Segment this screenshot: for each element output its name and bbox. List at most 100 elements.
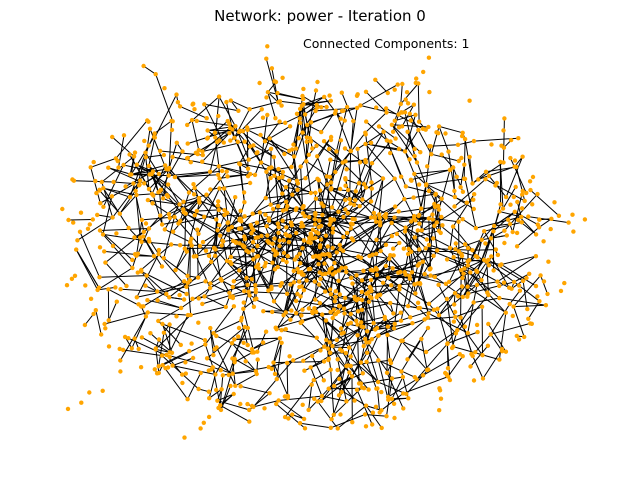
graph-edge <box>407 327 429 360</box>
graph-node <box>247 419 252 424</box>
graph-node <box>251 304 257 309</box>
graph-node <box>139 239 144 244</box>
graph-edge <box>366 293 368 332</box>
graph-edge <box>385 107 424 130</box>
graph-node <box>297 251 302 257</box>
graph-node <box>130 265 135 271</box>
graph-node <box>331 307 337 312</box>
graph-node <box>287 354 292 359</box>
graph-node <box>167 215 172 220</box>
graph-node <box>329 205 335 210</box>
graph-edge <box>172 357 194 367</box>
graph-edge <box>232 277 247 288</box>
graph-node <box>116 165 121 170</box>
graph-node <box>285 203 290 209</box>
graph-node <box>374 237 379 242</box>
graph-node <box>313 190 318 195</box>
graph-node <box>556 213 562 218</box>
graph-node <box>186 190 192 195</box>
graph-node <box>341 108 346 113</box>
graph-node <box>489 254 494 259</box>
graph-node <box>486 292 491 298</box>
graph-node <box>259 107 264 112</box>
graph-node <box>451 255 456 260</box>
graph-node <box>100 232 106 237</box>
graph-node <box>530 202 535 207</box>
graph-node <box>274 401 279 407</box>
graph-node <box>242 237 248 242</box>
graph-node <box>161 255 166 261</box>
graph-edge <box>252 189 298 215</box>
graph-node <box>515 217 521 223</box>
graph-node <box>283 231 288 237</box>
graph-edge <box>321 159 331 204</box>
graph-edge <box>75 249 100 288</box>
graph-node <box>417 221 422 226</box>
graph-node <box>97 228 103 233</box>
graph-node <box>238 216 243 222</box>
graph-node <box>421 69 426 75</box>
graph-node <box>270 206 276 212</box>
graph-node <box>121 162 126 168</box>
graph-node <box>233 195 238 200</box>
graph-node <box>185 122 190 128</box>
graph-edge <box>407 131 416 150</box>
graph-node <box>462 266 467 271</box>
graph-edge <box>300 422 331 429</box>
graph-node <box>401 406 406 411</box>
graph-edge <box>455 294 489 334</box>
graph-node <box>452 291 458 296</box>
graph-node <box>402 229 408 234</box>
graph-edge <box>155 74 174 122</box>
graph-node <box>348 311 353 317</box>
graph-node <box>511 304 516 309</box>
graph-edge <box>299 104 318 119</box>
graph-node <box>285 395 290 401</box>
graph-node <box>339 389 344 395</box>
graph-node <box>87 390 92 395</box>
graph-node <box>391 253 396 258</box>
graph-edge <box>240 279 253 321</box>
graph-node <box>333 270 338 275</box>
graph-node <box>285 253 290 259</box>
graph-node <box>74 247 79 252</box>
graph-node <box>391 246 396 251</box>
graph-edge <box>447 355 464 377</box>
graph-node <box>520 154 525 159</box>
graph-edge <box>359 178 396 207</box>
graph-edge <box>357 148 363 200</box>
graph-edge <box>158 307 182 322</box>
graph-edge <box>239 130 275 158</box>
graph-node <box>530 174 536 180</box>
graph-edge <box>376 265 418 276</box>
graph-edge <box>379 222 382 252</box>
graph-node <box>218 368 223 373</box>
graph-node <box>322 344 327 349</box>
graph-node <box>60 206 65 212</box>
graph-node <box>161 196 166 201</box>
graph-node <box>192 213 197 218</box>
graph-node <box>134 295 139 300</box>
graph-node <box>325 182 330 187</box>
graph-edge <box>401 104 415 127</box>
graph-node <box>213 135 218 140</box>
graph-node <box>200 152 205 158</box>
graph-node <box>271 360 276 365</box>
graph-node <box>236 226 242 231</box>
graph-node <box>319 393 325 399</box>
graph-node <box>458 315 463 320</box>
graph-node <box>284 207 289 212</box>
graph-node <box>452 302 457 307</box>
graph-node <box>304 278 309 283</box>
graph-node <box>385 324 391 329</box>
graph-node <box>158 148 163 154</box>
graph-node <box>251 227 256 233</box>
graph-node <box>552 200 557 205</box>
graph-node <box>362 412 368 417</box>
graph-node <box>377 215 382 220</box>
graph-node <box>189 117 195 123</box>
graph-edge <box>502 186 517 209</box>
graph-node <box>118 287 123 292</box>
graph-node <box>237 161 242 166</box>
